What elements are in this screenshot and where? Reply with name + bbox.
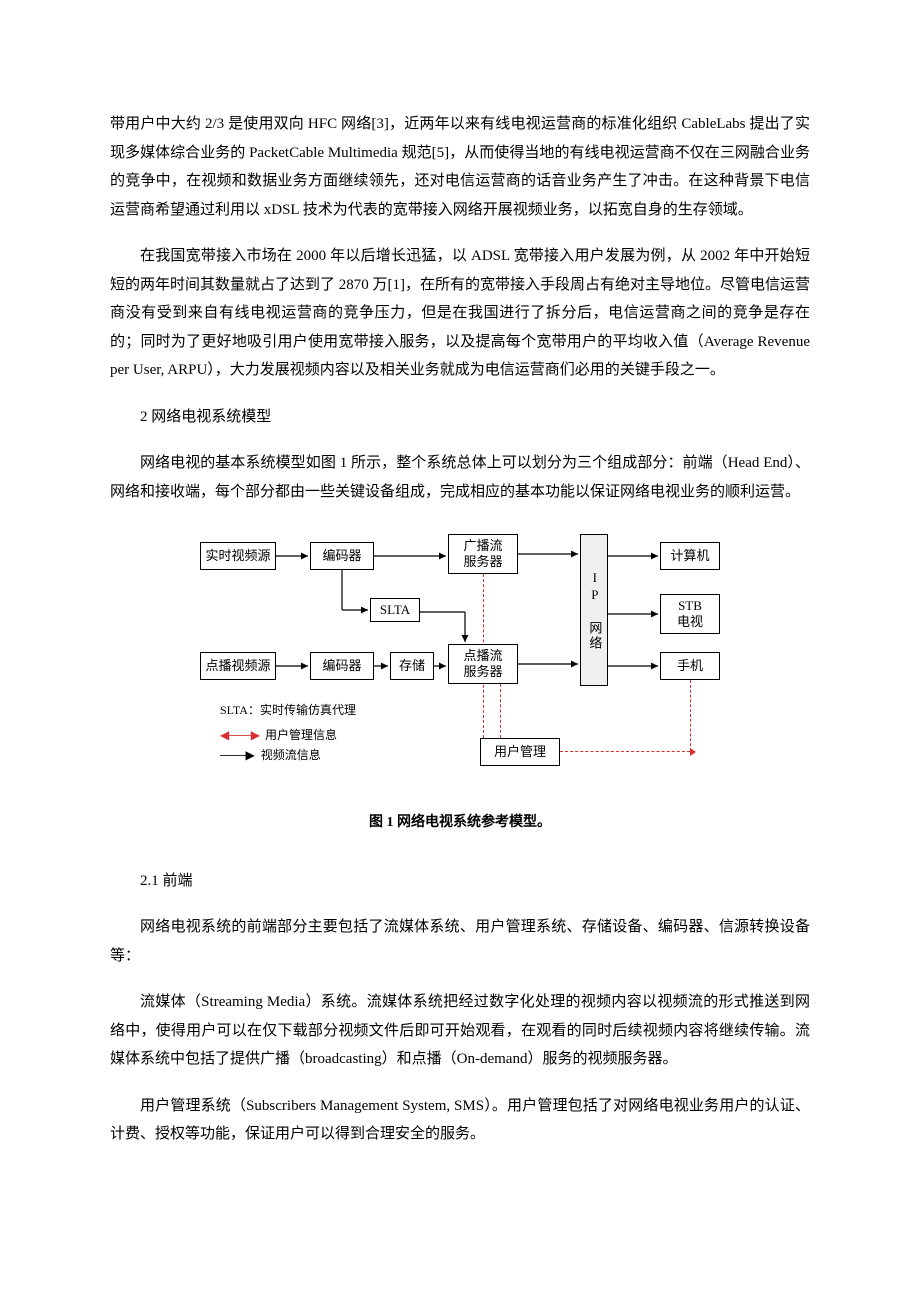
node-user-mgmt: 用户管理 bbox=[480, 738, 560, 766]
dash-link-right bbox=[560, 751, 690, 752]
paragraph-1: 带用户中大约 2/3 是使用双向 HFC 网络[3]，近两年以来有线电视运营商的… bbox=[110, 110, 810, 224]
node-enc2: 编码器 bbox=[310, 652, 374, 680]
figure-1: 实时视频源 编码器 广播流 服务器 SLTA 点播视频源 编码器 存储 点播流 … bbox=[180, 524, 740, 837]
node-rt-src: 实时视频源 bbox=[200, 542, 276, 570]
node-enc1: 编码器 bbox=[310, 542, 374, 570]
node-stb: STB 电视 bbox=[660, 594, 720, 634]
heading-2-1: 2.1 前端 bbox=[110, 867, 810, 896]
dash-link-vod bbox=[500, 684, 501, 738]
node-network: IP 网络 bbox=[580, 534, 608, 686]
dash-link-phone bbox=[690, 680, 691, 751]
paragraph-2: 在我国宽带接入市场在 2000 年以后增长迅猛，以 ADSL 宽带接入用户发展为… bbox=[110, 242, 810, 385]
paragraph-4: 网络电视系统的前端部分主要包括了流媒体系统、用户管理系统、存储设备、编码器、信源… bbox=[110, 913, 810, 970]
node-vod: 点播流 服务器 bbox=[448, 644, 518, 684]
legend-video-flow: ───▶ 视频流信息 bbox=[220, 744, 321, 767]
node-store: 存储 bbox=[390, 652, 434, 680]
heading-2: 2 网络电视系统模型 bbox=[110, 403, 810, 432]
node-vod-src: 点播视频源 bbox=[200, 652, 276, 680]
node-pc: 计算机 bbox=[660, 542, 720, 570]
paragraph-6: 用户管理系统（Subscribers Management System, SM… bbox=[110, 1092, 810, 1149]
node-bcast: 广播流 服务器 bbox=[448, 534, 518, 574]
node-phone: 手机 bbox=[660, 652, 720, 680]
paragraph-3: 网络电视的基本系统模型如图 1 所示，整个系统总体上可以划分为三个组成部分：前端… bbox=[110, 449, 810, 506]
paragraph-5: 流媒体（Streaming Media）系统。流媒体系统把经过数字化处理的视频内… bbox=[110, 988, 810, 1074]
node-slta: SLTA bbox=[370, 598, 420, 622]
legend-slta: SLTA：实时传输仿真代理 bbox=[220, 702, 356, 719]
figure-1-caption: 图 1 网络电视系统参考模型。 bbox=[180, 810, 740, 837]
